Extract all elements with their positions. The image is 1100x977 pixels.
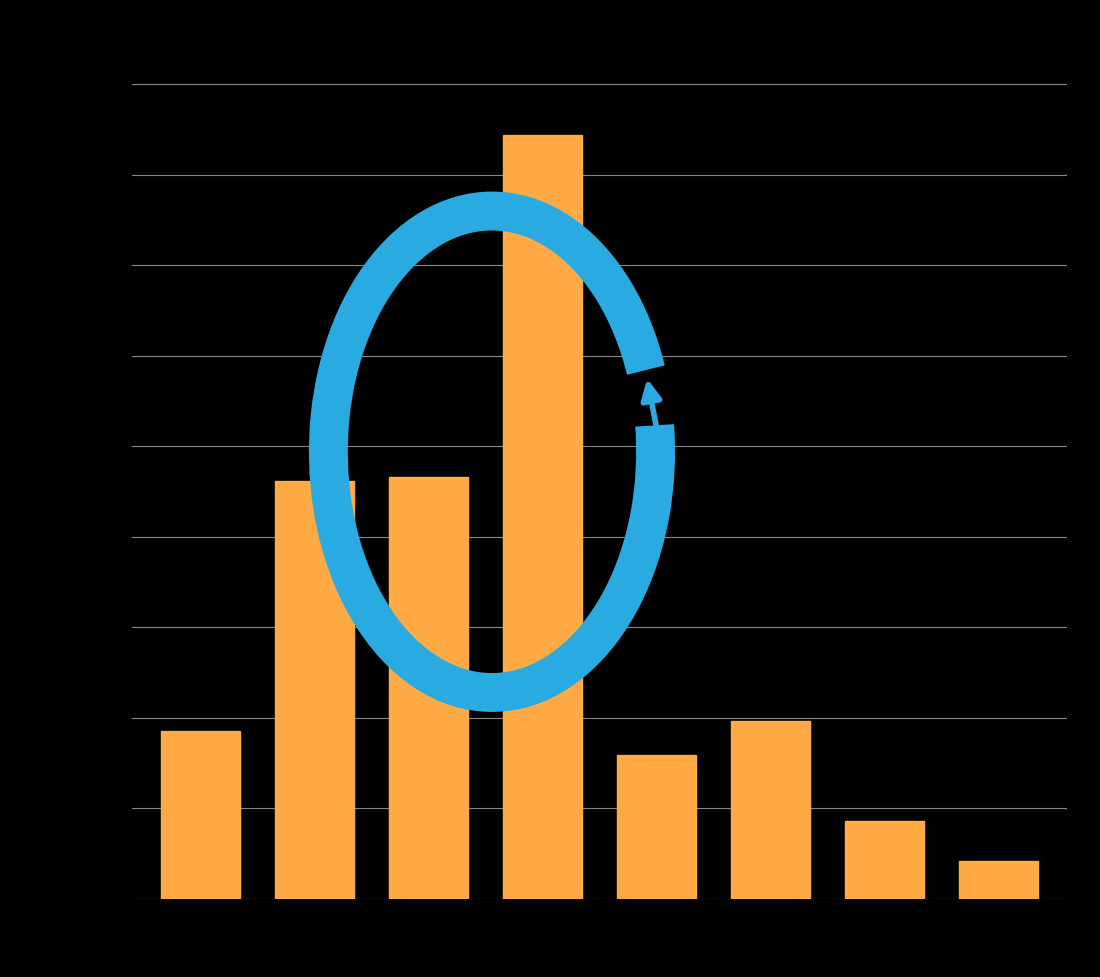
Bar <box>275 482 354 899</box>
Bar <box>959 861 1038 899</box>
Bar <box>730 721 811 899</box>
Bar <box>503 136 582 899</box>
Bar <box>161 731 240 899</box>
Bar <box>388 477 469 899</box>
Bar <box>845 821 924 899</box>
Bar <box>617 755 696 899</box>
